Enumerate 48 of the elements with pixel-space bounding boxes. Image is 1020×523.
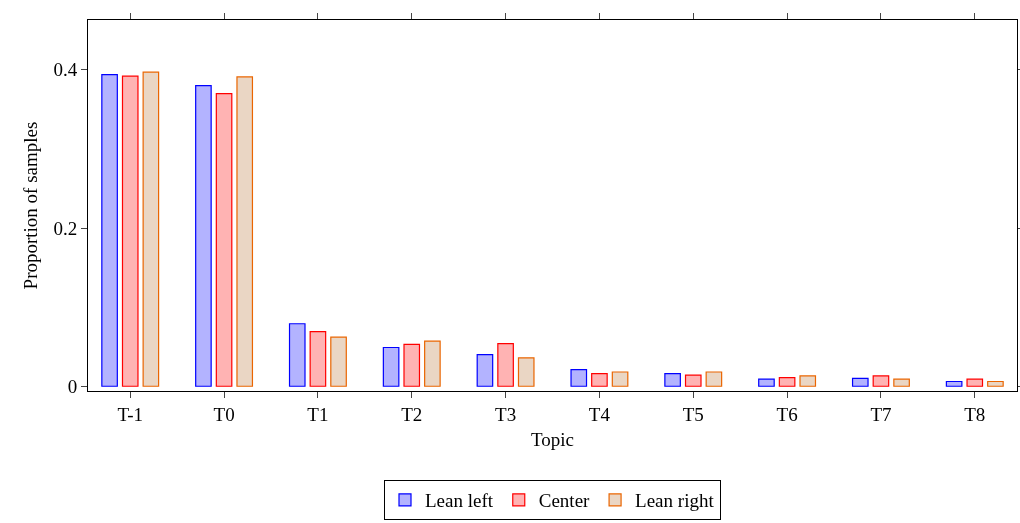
bar bbox=[142, 71, 160, 387]
bar bbox=[330, 336, 347, 387]
bar bbox=[684, 374, 702, 387]
bar bbox=[758, 378, 775, 387]
x-tick-label: T5 bbox=[682, 403, 704, 425]
bar bbox=[664, 373, 681, 387]
bar bbox=[570, 369, 588, 387]
x-tick-label: T4 bbox=[588, 403, 611, 425]
x-tick-label: T0 bbox=[213, 403, 235, 425]
bar bbox=[705, 371, 723, 387]
bar bbox=[778, 376, 796, 387]
bar bbox=[945, 380, 963, 387]
bar bbox=[476, 354, 494, 387]
bar bbox=[799, 375, 817, 387]
y-tick-label: 0 bbox=[67, 375, 78, 397]
x-tick-label: T1 bbox=[307, 403, 329, 425]
y-axis-title: Proportion of samples bbox=[20, 121, 42, 290]
bar bbox=[309, 331, 327, 387]
bar bbox=[611, 371, 629, 387]
bar bbox=[288, 323, 306, 387]
x-axis-title: Topic bbox=[531, 428, 574, 450]
bar bbox=[236, 76, 254, 387]
bar bbox=[966, 378, 984, 387]
bar bbox=[987, 380, 1004, 387]
legend-label: Lean left bbox=[425, 490, 494, 512]
x-tick-label: T8 bbox=[964, 403, 986, 425]
bar bbox=[851, 377, 869, 387]
bar bbox=[121, 75, 139, 387]
y-tick-label: 0.4 bbox=[53, 59, 78, 81]
x-tick-label: T6 bbox=[776, 403, 798, 425]
bar bbox=[215, 92, 233, 387]
bar bbox=[872, 375, 890, 387]
bar bbox=[382, 346, 400, 387]
bar bbox=[497, 342, 514, 387]
bar bbox=[893, 378, 910, 387]
bar bbox=[403, 343, 421, 387]
x-tick-label: T3 bbox=[495, 403, 517, 425]
bar bbox=[517, 357, 535, 387]
bar bbox=[424, 340, 441, 387]
x-tick-label: T7 bbox=[870, 403, 892, 425]
legend-label: Lean right bbox=[635, 490, 715, 512]
bar bbox=[195, 85, 212, 387]
x-tick-label: T-1 bbox=[117, 403, 144, 425]
x-tick-label: T2 bbox=[401, 403, 423, 425]
bar bbox=[591, 373, 608, 387]
bar bbox=[101, 73, 118, 387]
y-tick-label: 0.2 bbox=[53, 217, 78, 239]
legend-label: Center bbox=[538, 490, 591, 512]
